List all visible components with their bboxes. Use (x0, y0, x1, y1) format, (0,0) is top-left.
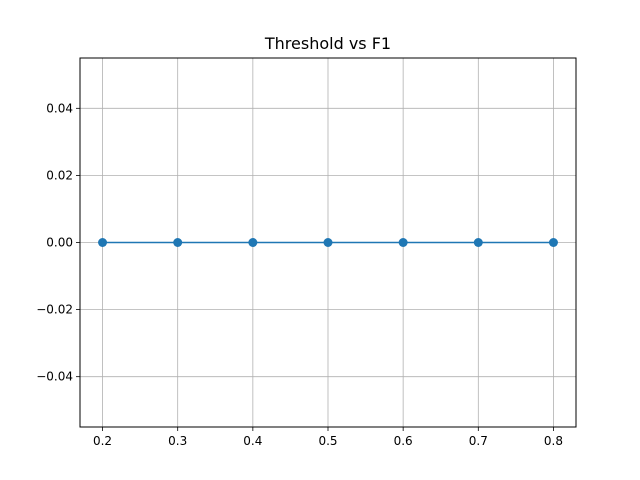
x-tick-label: 0.8 (544, 434, 563, 448)
chart-title: Threshold vs F1 (264, 34, 391, 53)
x-tick-label: 0.5 (318, 434, 337, 448)
data-point (173, 238, 183, 247)
x-tick-label: 0.3 (168, 434, 187, 448)
data-point (323, 238, 333, 247)
data-point (473, 238, 483, 247)
data-point (248, 238, 258, 247)
y-tick-label: −0.04 (36, 370, 73, 384)
x-tick-label: 0.2 (93, 434, 112, 448)
x-tick-label: 0.6 (394, 434, 413, 448)
data-point (548, 238, 558, 247)
tick-layer: 0.2 0.3 0.4 0.5 0.6 0.7 0.8 −0.04 −0.02 0.00 0.02 0… (36, 101, 563, 448)
x-tick-label: 0.7 (469, 434, 488, 448)
series-layer (98, 238, 558, 247)
data-point (398, 238, 408, 247)
y-tick-label: 0.02 (46, 168, 73, 182)
y-tick-label: 0.04 (46, 101, 73, 115)
y-tick-label: 0.00 (46, 236, 73, 250)
y-tick-label: −0.02 (36, 303, 73, 317)
x-tick-label: 0.4 (243, 434, 262, 448)
data-point (98, 238, 108, 247)
